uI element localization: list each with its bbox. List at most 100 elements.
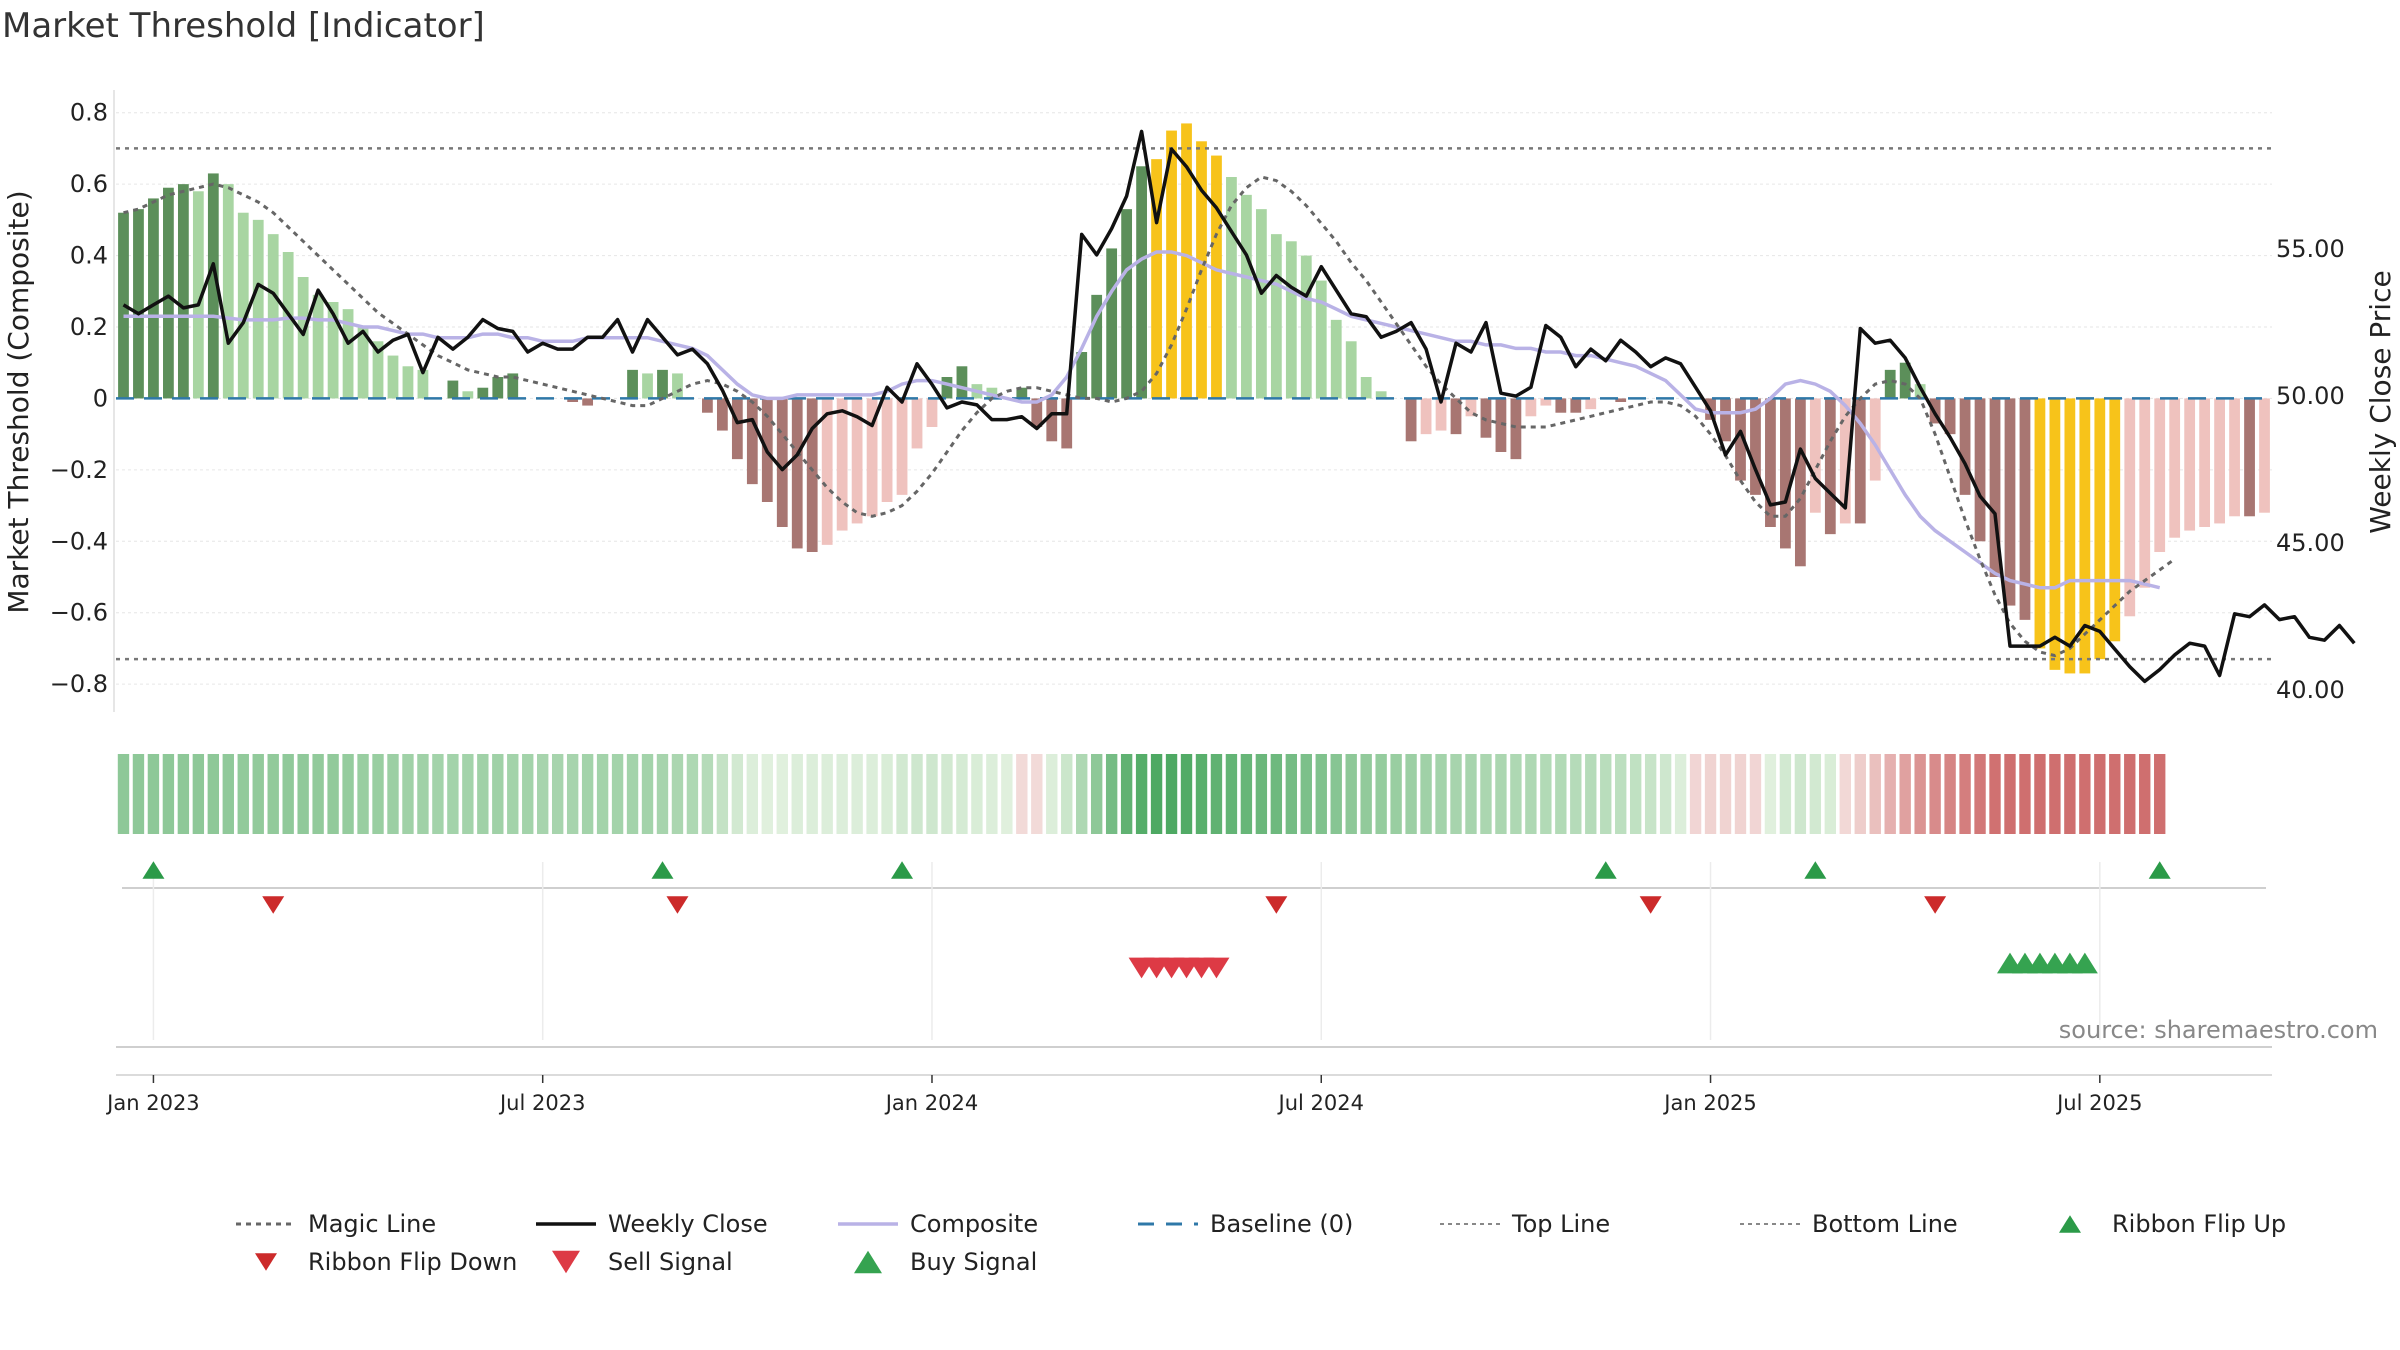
ribbon-cell — [1390, 754, 1402, 834]
buy-signal-marker — [2071, 952, 2098, 974]
histogram-bar — [2214, 398, 2225, 524]
histogram-bar — [1405, 398, 1417, 442]
legend-swatch — [552, 1250, 580, 1274]
histogram-bar — [1330, 319, 1342, 399]
ribbon-cell — [1076, 754, 1088, 834]
histogram-bar — [1824, 398, 1836, 535]
histogram-bar — [133, 209, 144, 399]
histogram-bar — [1076, 352, 1088, 399]
histogram-bar — [282, 252, 294, 399]
histogram-bar — [357, 327, 369, 399]
histogram-bar — [1525, 398, 1537, 417]
axes: 0.8 0.6 0.4 0.2 0 −0.2 −0.4 −0.6 −0.8 55.00 50.00 4… — [2, 90, 2397, 1115]
ribbon-flip-down-marker — [666, 896, 689, 914]
histogram-bar — [1106, 248, 1118, 399]
histogram-bar — [237, 212, 249, 399]
ribbon-cell — [1629, 754, 1642, 834]
histogram-bar — [716, 398, 728, 431]
histogram-bar — [1241, 194, 1252, 399]
ribbon-flip-up-marker — [1804, 861, 1827, 879]
histogram-bar — [1974, 398, 1986, 542]
ribbon-cell — [1255, 754, 1268, 834]
legend-label: Composite — [910, 1210, 1038, 1238]
ribbon-cell — [2049, 754, 2061, 834]
histogram-bar — [477, 387, 489, 399]
ribbon-cell — [342, 754, 354, 834]
y-tick-right: 50.00 — [2276, 382, 2345, 410]
ribbon-cell — [1001, 754, 1013, 834]
ribbon-cell — [267, 754, 279, 834]
ribbon-cell — [1435, 754, 1447, 834]
histogram-bar — [1570, 398, 1582, 413]
ribbon-cell — [1510, 754, 1522, 834]
x-tick-label: Jul 2024 — [1277, 1091, 1364, 1115]
legend-item: Composite — [838, 1210, 1038, 1238]
ribbon-cell — [1300, 754, 1312, 834]
composite-line — [123, 250, 2161, 590]
legend-label: Ribbon Flip Down — [308, 1248, 517, 1276]
ribbon-cell — [1854, 754, 1866, 834]
legend-label: Buy Signal — [910, 1248, 1037, 1276]
histogram-bar — [2244, 398, 2255, 517]
ribbon-cell — [641, 754, 654, 834]
ribbon-cell — [507, 754, 519, 834]
histogram-bar — [312, 294, 324, 399]
legend-label: Weekly Close — [608, 1210, 768, 1238]
ribbon-cell — [2124, 754, 2136, 834]
magic-line — [123, 175, 2176, 658]
ribbon-cell — [596, 754, 609, 834]
histogram-bar — [881, 398, 893, 502]
histogram-bar — [2019, 398, 2031, 620]
grid — [116, 112, 2272, 1076]
histogram-bar — [1884, 369, 1896, 399]
ribbon-cell — [1644, 754, 1657, 834]
histogram-bar — [1839, 398, 1851, 524]
ribbon-flip-up-marker — [651, 861, 674, 879]
ribbon-cell — [1615, 754, 1627, 834]
ribbon-cell — [327, 754, 339, 834]
histogram-bar — [1555, 398, 1567, 413]
histogram-bar — [2004, 398, 2016, 606]
y-tick-left: 0 — [93, 384, 108, 412]
ribbon-cell — [761, 754, 773, 834]
histogram-bar — [1435, 398, 1447, 431]
ribbon-cell — [1345, 754, 1357, 834]
histogram-bar — [1016, 387, 1028, 399]
ribbon-cell — [806, 754, 818, 834]
histogram-bar — [1360, 377, 1372, 399]
histogram-bar — [327, 302, 339, 399]
legend-item: Buy Signal — [854, 1248, 1037, 1276]
ribbon-cell — [1420, 754, 1432, 834]
series-lines — [116, 129, 2356, 684]
ribbon-cell — [297, 754, 309, 834]
ribbon-cell — [1225, 754, 1238, 834]
histogram-bar — [1420, 398, 1432, 435]
ribbon-cell — [237, 754, 249, 834]
ribbon-flip-up-marker — [2148, 861, 2171, 879]
histogram-bar — [642, 373, 653, 399]
histogram-bar — [911, 398, 923, 449]
histogram-bar — [1285, 241, 1297, 399]
x-tick-label: Jan 2023 — [105, 1091, 200, 1115]
ribbon-cell — [1794, 754, 1807, 834]
ribbon-cell — [2094, 754, 2106, 834]
ribbon-cell — [1180, 754, 1193, 834]
y-axis-label-right: Weekly Close Price — [2364, 270, 2397, 533]
histogram-bar — [1495, 398, 1507, 452]
ribbon-cell — [2154, 754, 2166, 834]
histogram-bar — [806, 398, 818, 552]
histogram-bar — [731, 398, 743, 460]
ribbon-cell — [192, 754, 205, 834]
ribbon-cell — [1315, 754, 1327, 834]
ribbon-cell — [1674, 754, 1687, 834]
legend-item: Ribbon Flip Down — [255, 1248, 517, 1276]
ribbon-cell — [1929, 754, 1941, 834]
ribbon-cell — [1061, 754, 1073, 834]
histogram-bar — [2184, 398, 2196, 531]
histogram-bar — [2199, 398, 2211, 527]
histogram-bar — [2064, 398, 2076, 674]
ribbon-cell — [477, 754, 489, 834]
ribbon-cell — [1285, 754, 1298, 834]
histogram-bar — [1750, 398, 1761, 495]
ribbon-cell — [252, 754, 264, 834]
